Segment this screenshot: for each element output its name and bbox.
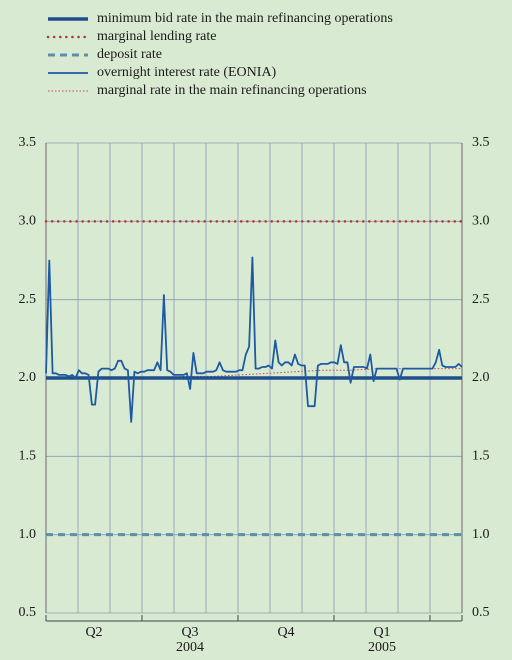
x-tick-label: Q1 <box>373 625 390 640</box>
x-tick-label: Q2 <box>85 625 102 640</box>
x-tick-label: Q3 <box>181 625 198 640</box>
legend-label: minimum bid rate in the main refinancing… <box>97 11 393 26</box>
y2-tick-label: 1.5 <box>472 449 490 464</box>
legend-label: overnight interest rate (EONIA) <box>97 65 277 80</box>
y2-tick-label: 0.5 <box>472 605 490 620</box>
y-tick-label: 2.5 <box>19 292 37 307</box>
y-tick-label: 1.5 <box>19 449 37 464</box>
legend-label: marginal lending rate <box>97 29 216 44</box>
y2-tick-label: 1.0 <box>472 527 490 542</box>
y-tick-label: 1.0 <box>19 527 37 542</box>
x-year-label: 2005 <box>368 640 396 655</box>
y2-tick-label: 2.0 <box>472 370 490 385</box>
legend-label: deposit rate <box>97 47 162 62</box>
y-tick-label: 3.5 <box>19 135 37 150</box>
y-tick-label: 0.5 <box>19 605 37 620</box>
y2-tick-label: 2.5 <box>472 292 490 307</box>
y-tick-label: 2.0 <box>19 370 37 385</box>
y2-tick-label: 3.5 <box>472 135 490 150</box>
x-tick-label: Q4 <box>277 625 294 640</box>
y-tick-label: 3.0 <box>19 214 37 229</box>
series-line <box>45 256 463 423</box>
legend-label: marginal rate in the main refinancing op… <box>97 83 367 98</box>
x-year-label: 2004 <box>176 640 204 655</box>
y2-tick-label: 3.0 <box>472 214 490 229</box>
